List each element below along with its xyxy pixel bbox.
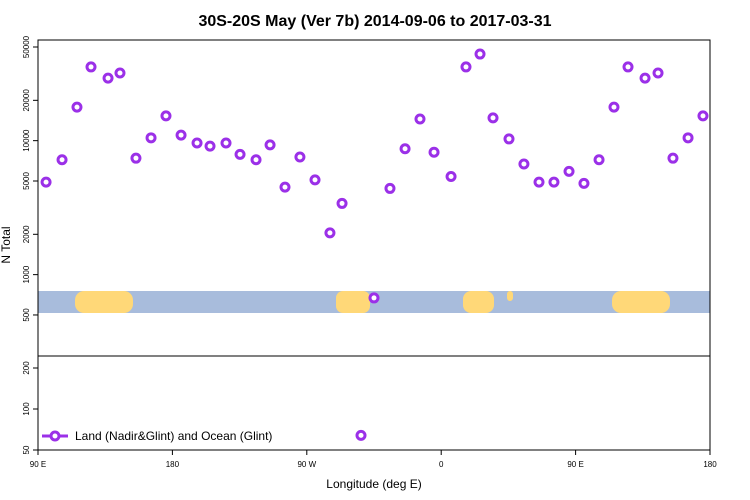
point (608, 101, 620, 113)
chart-title: 30S-20S May (Ver 7b) 2014-09-06 to 2017-… (198, 13, 551, 30)
point (294, 151, 306, 163)
point (145, 132, 157, 144)
point (234, 148, 246, 160)
y-tick-label: 50 (22, 445, 31, 454)
point (667, 152, 679, 164)
y-tick-label: 200 (22, 361, 31, 375)
point (56, 154, 68, 166)
point (682, 132, 694, 144)
point (460, 61, 472, 73)
point (85, 61, 97, 73)
x-tick-label: 180 (703, 460, 717, 469)
y-tick-label: 5000 (22, 172, 31, 190)
point (309, 174, 321, 186)
point (445, 171, 457, 183)
point (518, 158, 530, 170)
point (71, 101, 83, 113)
x-tick-label: 90 E (30, 460, 46, 469)
y-axis-label: N Total (0, 226, 13, 263)
point (204, 140, 216, 152)
legend-marker (49, 430, 61, 442)
point (355, 429, 367, 441)
y-tick-label: 50000 (22, 35, 31, 58)
point (399, 143, 411, 155)
point (220, 137, 232, 149)
point (40, 176, 52, 188)
point (639, 72, 651, 84)
y-tick-label: 20000 (22, 89, 31, 112)
point (503, 133, 515, 145)
point (324, 227, 336, 239)
point (428, 146, 440, 158)
point (250, 154, 262, 166)
x-tick-label: 90 W (297, 460, 316, 469)
point (563, 165, 575, 177)
point (191, 137, 203, 149)
point (130, 152, 142, 164)
point (336, 197, 348, 209)
point (548, 176, 560, 188)
point (160, 110, 172, 122)
point (487, 112, 499, 124)
point (474, 48, 486, 60)
point (279, 181, 291, 193)
point (114, 67, 126, 79)
x-tick-label: 0 (439, 460, 444, 469)
x-tick-label: 90 E (567, 460, 583, 469)
y-tick-label: 10000 (22, 129, 31, 152)
point (384, 182, 396, 194)
point (368, 292, 380, 304)
point (414, 113, 426, 125)
point (578, 177, 590, 189)
y-tick-label: 100 (22, 402, 31, 416)
point (264, 139, 276, 151)
point (102, 72, 114, 84)
plot-frame (37, 39, 711, 451)
point (652, 67, 664, 79)
point (593, 154, 605, 166)
x-tick-label: 180 (166, 460, 180, 469)
point (175, 129, 187, 141)
point (533, 176, 545, 188)
legend-label: Land (Nadir&Glint) and Ocean (Glint) (75, 429, 272, 443)
y-tick-label: 500 (22, 308, 31, 322)
point (622, 61, 634, 73)
point (697, 110, 709, 122)
y-tick-label: 2000 (22, 225, 31, 243)
y-tick-label: 1000 (22, 265, 31, 283)
x-axis-label: Longitude (deg E) (326, 477, 421, 491)
